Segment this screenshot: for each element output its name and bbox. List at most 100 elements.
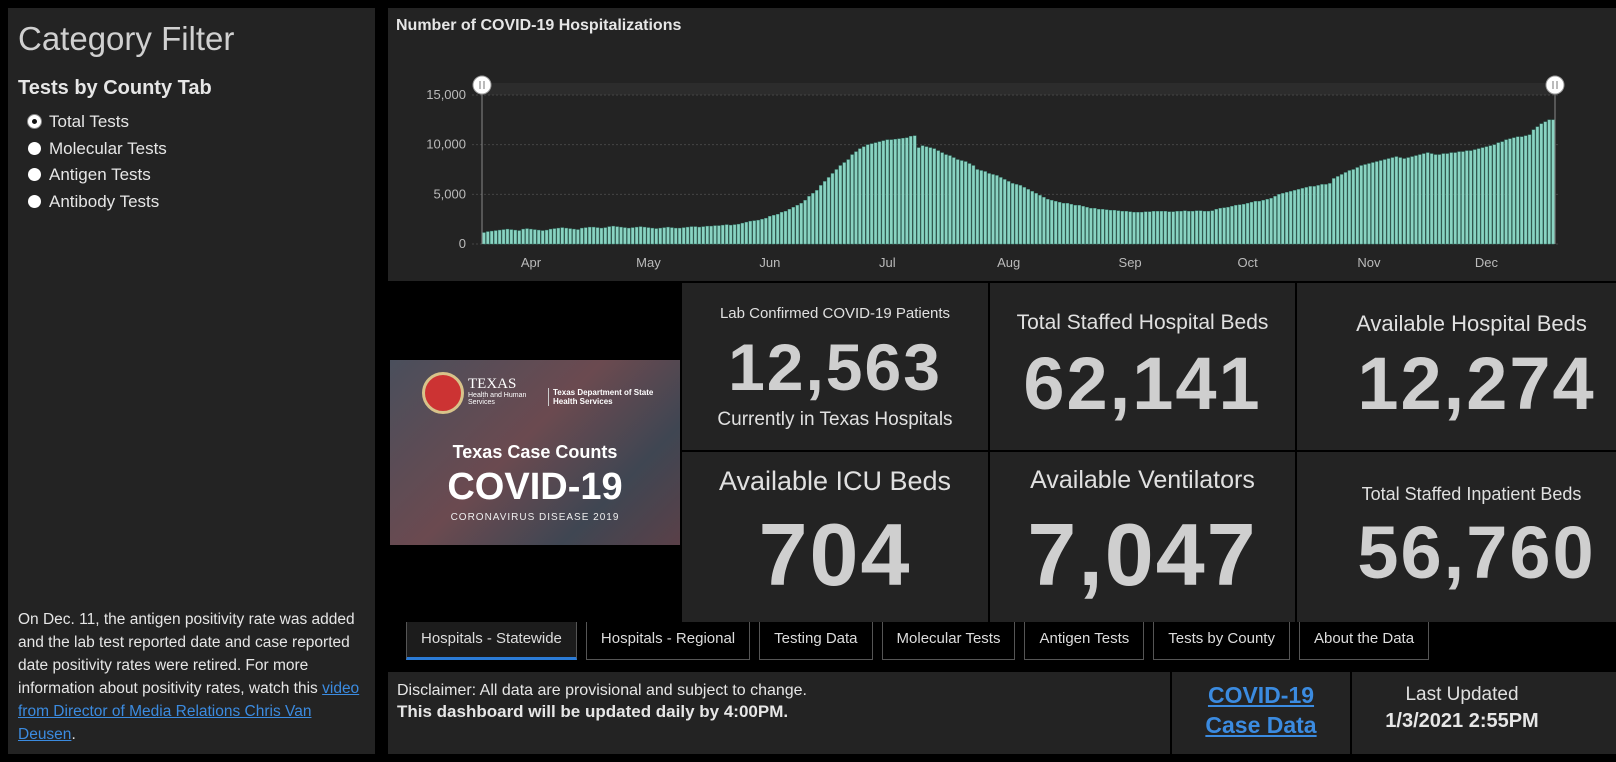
notice: This dashboard will be updated daily by … (397, 702, 789, 721)
bar (1359, 165, 1363, 245)
bar (1484, 146, 1489, 245)
bar (862, 146, 866, 245)
tab[interactable]: Hospitals - Regional (585, 622, 751, 660)
bar (1418, 154, 1422, 245)
bar (501, 229, 506, 245)
bar (1245, 203, 1250, 245)
bar (709, 225, 713, 245)
case-data-link[interactable]: COVID-19 Case Data (1205, 682, 1317, 738)
bar (1371, 162, 1375, 245)
kpi-card: Total Staffed Hospital Beds 62,141 (990, 283, 1295, 450)
bar (1147, 211, 1152, 245)
bar (811, 193, 815, 245)
bar (662, 227, 666, 245)
tab[interactable]: Tests by County (1153, 622, 1290, 660)
x-tick-label: Aug (997, 255, 1020, 270)
tab[interactable]: About the Data (1298, 622, 1430, 660)
bar (1414, 155, 1418, 245)
bar (505, 228, 510, 245)
bar (1339, 174, 1344, 245)
bar (803, 200, 807, 245)
bar (795, 205, 799, 245)
radio-option[interactable]: Total Tests (28, 112, 129, 132)
chart-title: Number of COVID-19 Hospitalizations (396, 17, 681, 34)
bar (1422, 153, 1426, 245)
bar (1022, 187, 1027, 245)
bar (1320, 184, 1324, 245)
bar (1155, 211, 1160, 245)
bar (1457, 151, 1461, 245)
bar (1445, 153, 1449, 245)
bar (576, 229, 580, 245)
y-tick-label: 15,000 (426, 87, 466, 102)
bar (1504, 139, 1508, 245)
bar (1140, 212, 1144, 245)
bar (975, 169, 980, 245)
bar (987, 173, 991, 245)
radio-dot (28, 141, 41, 155)
kpi-card: Available Ventilators 7,047 (990, 452, 1295, 622)
bar (1433, 154, 1438, 245)
kpi-value: 62,141 (1023, 342, 1262, 425)
tab[interactable]: Testing Data (759, 622, 873, 660)
bar (971, 165, 976, 245)
bar (1171, 211, 1175, 245)
bar (936, 150, 940, 245)
kpi-label: Total Staffed Inpatient Beds (1361, 484, 1582, 504)
logo-subtitle: CORONAVIRUS DISEASE 2019 (450, 512, 620, 523)
y-tick-label: 10,000 (426, 137, 466, 152)
bar (1018, 185, 1023, 245)
bar (909, 136, 913, 245)
kpi-card: Lab Confirmed COVID-19 Patients 12,563 C… (682, 283, 988, 450)
bar (1394, 156, 1399, 245)
bar (854, 151, 858, 245)
bar (1520, 136, 1524, 245)
logo-org-sub: Health and Human Services (468, 392, 527, 406)
note-end: . (71, 726, 76, 743)
bar (1441, 153, 1446, 245)
bar (615, 226, 619, 245)
note-text: On Dec. 11, the antigen positivity rate … (18, 611, 355, 697)
bar (783, 211, 788, 245)
bar (869, 143, 874, 245)
bar (1151, 211, 1156, 245)
tab[interactable]: Molecular Tests (881, 622, 1016, 660)
chart-panel: Number of COVID-19 Hospitalizations 0 5,0… (388, 8, 1616, 281)
bar (674, 227, 678, 245)
filter-title: Category Filter (18, 20, 235, 57)
bar (760, 218, 764, 245)
bar (1402, 158, 1406, 245)
radio-option[interactable]: Antibody Tests (28, 192, 159, 212)
bar (1065, 203, 1070, 245)
bar (1367, 163, 1371, 245)
bar (1328, 183, 1332, 245)
bar (1277, 194, 1281, 245)
bar (1077, 205, 1081, 245)
bar (1269, 198, 1273, 245)
bar (584, 227, 588, 245)
bar (1226, 207, 1230, 245)
bar (529, 228, 533, 245)
bar (764, 217, 768, 245)
bar (834, 169, 839, 245)
bar (541, 230, 545, 245)
bar (1465, 150, 1469, 245)
radio-option[interactable]: Antigen Tests (28, 165, 151, 185)
y-tick-label: 0 (459, 236, 466, 251)
tab[interactable]: Hospitals - Statewide (406, 622, 577, 660)
radio-option[interactable]: Molecular Tests (28, 139, 167, 159)
tab-bar: Hospitals - Statewide Hospitals - Regiona… (406, 622, 1430, 660)
bar (685, 226, 690, 245)
bar (732, 224, 737, 245)
bar (877, 141, 882, 245)
bar (995, 175, 999, 245)
bar (580, 227, 584, 245)
note-link[interactable]: video from Director of Media Relations C… (18, 680, 360, 743)
bar (924, 146, 929, 245)
tab[interactable]: Antigen Tests (1024, 622, 1145, 660)
bar (1007, 181, 1011, 245)
range-track (482, 83, 1555, 95)
bar (1386, 158, 1391, 245)
bar (1500, 141, 1504, 245)
updated-label: Last Updated (1405, 684, 1519, 705)
